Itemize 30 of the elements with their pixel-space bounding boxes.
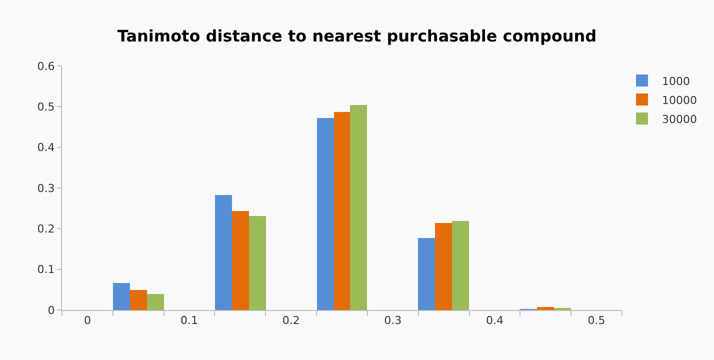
- bar: [130, 290, 147, 310]
- x-tick-label: 0.3: [384, 314, 402, 328]
- x-tick-label: 0.1: [180, 314, 198, 328]
- y-tick-label: 0.4: [37, 141, 55, 154]
- bar: [113, 283, 130, 310]
- bar: [232, 211, 249, 310]
- x-tick-label: 0: [84, 314, 91, 328]
- legend-label: 30000: [662, 112, 697, 126]
- bar: [418, 238, 435, 310]
- bar: [147, 294, 164, 310]
- bar: [334, 112, 350, 310]
- bar: [317, 118, 334, 310]
- x-tick-label: 0.2: [282, 314, 300, 328]
- y-tick-label: 0: [48, 304, 55, 317]
- x-tick-label: 0.5: [588, 314, 606, 328]
- bar: [350, 105, 367, 310]
- bar: [435, 223, 452, 310]
- legend-label: 1000: [662, 74, 690, 88]
- x-tick-label: 0.4: [486, 314, 504, 328]
- y-tick-label: 0.5: [37, 100, 55, 114]
- y-tick-label: 0.3: [37, 182, 55, 195]
- y-tick-label: 0.6: [37, 60, 55, 73]
- bar: [452, 221, 469, 310]
- y-tick-label: 0.2: [37, 222, 55, 236]
- bar: [537, 307, 554, 310]
- y-tick-label: 0.1: [37, 263, 55, 276]
- legend-label: 10000: [662, 94, 697, 107]
- chart-title: Tanimoto distance to nearest purchasable compound: [117, 26, 597, 46]
- bar: [215, 195, 232, 310]
- bar: [249, 216, 266, 310]
